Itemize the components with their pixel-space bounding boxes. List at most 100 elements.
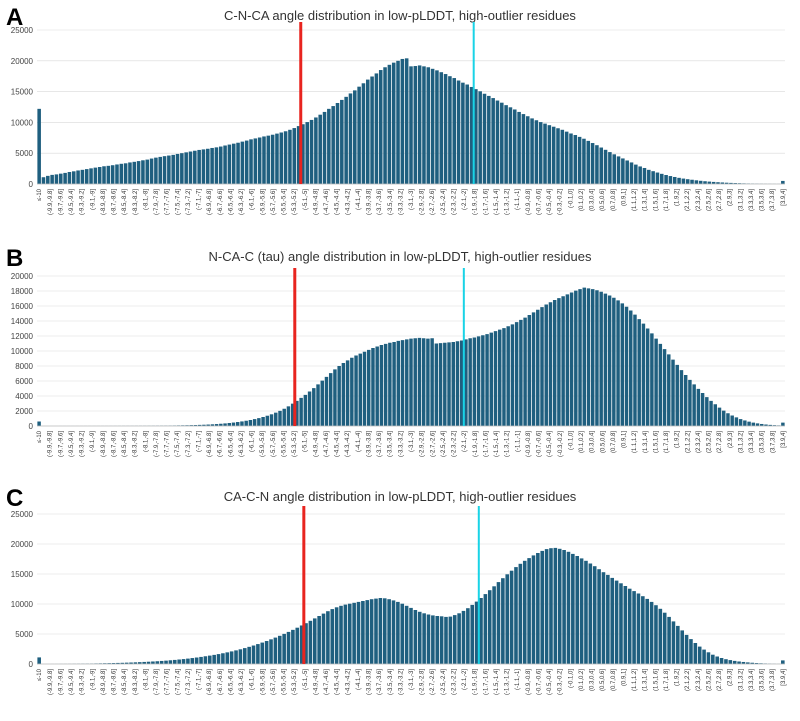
bar [181, 659, 186, 664]
bar [443, 74, 448, 184]
x-tick-label: (-4.1,-4] [356, 431, 362, 452]
chart-b-svg: 0 2000 4000 6000 8000 10000 12000 14000 16000 180… [11, 268, 787, 457]
bar [273, 637, 278, 664]
bar [512, 109, 517, 184]
bar [396, 340, 401, 426]
bar [378, 598, 383, 664]
x-tick-label: (0.3,0.4] [590, 669, 596, 691]
bar [655, 172, 660, 184]
x-tick-label: (3.1,3.2] [738, 669, 744, 691]
x-tick-label: ≤-10 [37, 188, 43, 201]
bar [677, 177, 681, 184]
bar [326, 611, 330, 664]
bar [764, 424, 768, 426]
x-tick-label: ≤-10 [37, 668, 43, 681]
bar [244, 420, 248, 426]
bar [439, 72, 444, 184]
x-tick-label: (2.9,3] [728, 431, 734, 448]
bar [275, 133, 279, 184]
bar [452, 615, 457, 664]
bar [443, 342, 447, 426]
x-tick-label: (-2.3,-2.2] [451, 669, 457, 695]
bar [478, 91, 482, 184]
x-tick-label: (2.9,3] [728, 669, 734, 686]
bar [746, 662, 750, 664]
bar [358, 353, 363, 426]
bar [582, 138, 586, 184]
x-tick-label: (-2.1,-2] [462, 669, 468, 690]
x-tick-label: (3.5,3.6] [760, 669, 766, 691]
bar [447, 342, 451, 426]
chart-a-svg: 0 5000 10000 15000 20000 25000 ≤-10 (-9.9,-9.8]… [11, 22, 787, 215]
bar [292, 128, 297, 184]
bar [527, 558, 531, 664]
bar [288, 129, 292, 184]
x-tick-label: (-4.1,-4] [356, 669, 362, 690]
bar [448, 616, 453, 664]
bar [344, 96, 348, 184]
y-tick-label: 4000 [15, 392, 33, 401]
bar [647, 169, 651, 184]
x-tick-label: (0.1,0.2] [579, 669, 585, 691]
y-tick-label: 20000 [11, 57, 34, 66]
bar [485, 334, 489, 426]
bar [340, 99, 344, 184]
bar [247, 646, 251, 664]
bar [493, 331, 498, 426]
bar [339, 605, 343, 664]
x-tick-label: (-9.7,-9.6] [58, 189, 64, 215]
x-tick-label: (-9.7,-9.6] [58, 669, 64, 695]
x-tick-label: (-0.9,-0.8] [526, 189, 532, 215]
bar [350, 357, 354, 426]
bar [223, 423, 227, 426]
bar [264, 641, 269, 664]
bar [251, 645, 256, 664]
bar [584, 560, 588, 664]
x-tick-label: (-1.1,-1] [515, 431, 521, 452]
bar [733, 183, 738, 184]
bar [578, 289, 582, 426]
bar [142, 661, 146, 664]
x-tick-label: (-5.3,-5.2] [292, 431, 298, 457]
bar [540, 550, 545, 664]
bar [167, 155, 171, 184]
bar [63, 172, 67, 184]
bar [54, 174, 59, 184]
x-tick-label: (-1.9,-1.8] [473, 189, 479, 215]
bar [565, 294, 570, 426]
bar [517, 111, 521, 184]
bar [305, 122, 310, 184]
bar [489, 332, 494, 426]
bar [120, 662, 125, 664]
bar [487, 95, 491, 184]
bar [465, 84, 469, 184]
x-tick-label: (-9.3,-9.2] [80, 669, 86, 695]
bar [624, 306, 629, 426]
bar [409, 66, 413, 184]
bar [720, 182, 725, 184]
bar [369, 599, 374, 664]
x-tick-label: (3.5,3.6] [760, 431, 766, 453]
y-tick-label: 5000 [15, 630, 33, 639]
bar [317, 616, 321, 664]
bar [155, 661, 160, 664]
x-tick-label: (-1.7,-1.6] [483, 189, 489, 215]
bar [348, 93, 353, 184]
x-tick-label: (-5.1,-5] [303, 189, 309, 210]
x-tick-label: (2.5,2.6] [706, 189, 712, 211]
bar [374, 73, 379, 184]
bar [737, 661, 741, 664]
x-tick-label: (-7.9,-7.8] [154, 431, 160, 457]
bar [697, 646, 702, 664]
bar [175, 153, 180, 184]
bar-overflow [781, 422, 785, 426]
bar [651, 171, 655, 184]
x-tick-label: (-5.1,-5] [303, 431, 309, 452]
bar [257, 137, 262, 184]
bar [334, 607, 339, 664]
bar [645, 598, 650, 664]
bar [391, 62, 396, 185]
bar [400, 603, 405, 664]
bar [164, 660, 168, 664]
bar [662, 349, 667, 426]
